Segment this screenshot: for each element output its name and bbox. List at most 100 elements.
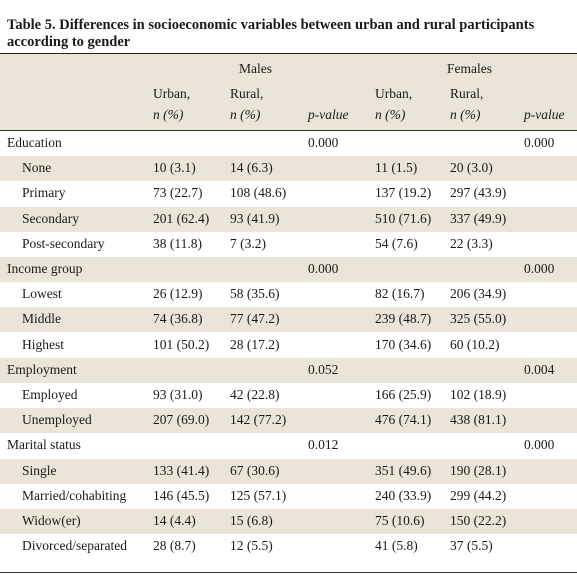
row-label: Married/cohabiting [22, 487, 127, 503]
header-male-pvalue: p-value [308, 107, 349, 122]
table-header: Males Females Urban, Rural, Urban, Rural… [0, 54, 577, 130]
cell-female-urban: 239 (48.7) [375, 311, 432, 327]
row-label: Divorced/separated [22, 538, 127, 554]
row-label: Single [22, 462, 57, 478]
row-shade [0, 509, 577, 534]
section-label: Income group [7, 261, 83, 276]
cell-female-urban: 41 (5.8) [375, 538, 418, 554]
row-label: Lowest [22, 286, 62, 302]
row-label: Widow(er) [22, 513, 81, 528]
cell-male-rural: 67 (30.6) [230, 462, 280, 478]
header-male-rural-unit: n (%) [230, 107, 261, 122]
header-male-urban-unit: n (%) [153, 107, 184, 122]
cell-male-rural: 28 (17.2) [230, 336, 280, 352]
section-label: Education [7, 135, 62, 150]
header-female-rural-unit: n (%) [450, 107, 481, 122]
cell-female-rural: 325 (55.0) [450, 311, 507, 327]
cell-female-rural: 206 (34.9) [450, 286, 507, 302]
row-label: Highest [22, 336, 64, 352]
row-shade [0, 458, 577, 484]
row-shade [0, 156, 577, 182]
row-label: Middle [22, 311, 61, 327]
cell-male-urban: 146 (45.5) [153, 487, 210, 503]
row-shade [0, 408, 577, 434]
header-divider [0, 130, 577, 131]
cell-female-urban: 166 (25.9) [375, 387, 432, 402]
male-pvalue: 0.052 [308, 361, 339, 377]
header-female-urban-unit: n (%) [375, 107, 406, 122]
cell-male-rural: 142 (77.2) [230, 412, 287, 428]
row-shade [0, 206, 577, 232]
cell-male-urban: 74 (36.8) [153, 311, 203, 327]
section-label: Marital status [7, 437, 81, 453]
female-pvalue: 0.000 [524, 437, 555, 453]
male-pvalue: 0.000 [308, 261, 339, 276]
cell-female-rural: 20 (3.0) [450, 160, 493, 176]
header-males: Males [239, 61, 272, 76]
row-shade [0, 257, 577, 282]
cell-male-urban: 133 (41.4) [153, 462, 210, 478]
cell-male-rural: 93 (41.9) [230, 210, 280, 226]
female-pvalue: 0.000 [524, 261, 555, 276]
header-female-rural: Rural, [450, 86, 484, 101]
header-male-rural: Rural, [230, 86, 264, 101]
cell-female-urban: 170 (34.6) [375, 336, 432, 352]
header-females: Females [447, 61, 492, 76]
cell-male-urban: 93 (31.0) [153, 387, 203, 402]
cell-male-urban: 10 (3.1) [153, 160, 196, 176]
male-pvalue: 0.000 [308, 135, 339, 150]
cell-male-rural: 108 (48.6) [230, 185, 287, 201]
cell-male-urban: 14 (4.4) [153, 513, 196, 528]
cell-female-urban: 476 (74.1) [375, 412, 432, 428]
row-label: Secondary [22, 210, 79, 226]
row-shade [0, 307, 577, 333]
cell-female-urban: 351 (49.6) [375, 462, 432, 478]
cell-female-urban: 11 (1.5) [375, 160, 418, 176]
cell-female-rural: 37 (5.5) [450, 538, 493, 554]
title-divider [0, 53, 577, 54]
cell-male-urban: 201 (62.4) [153, 210, 210, 226]
cell-female-rural: 299 (44.2) [450, 487, 507, 503]
row-shade [0, 357, 577, 383]
cell-female-urban: 137 (19.2) [375, 185, 432, 201]
cell-female-rural: 297 (43.9) [450, 185, 507, 201]
header-female-pvalue: p-value [524, 107, 565, 122]
cell-female-rural: 337 (49.9) [450, 210, 507, 226]
cell-male-rural: 42 (22.8) [230, 387, 280, 402]
cell-female-urban: 82 (16.7) [375, 286, 425, 302]
female-pvalue: 0.000 [524, 135, 555, 150]
cell-male-rural: 7 (3.2) [230, 235, 266, 251]
cell-female-rural: 190 (28.1) [450, 462, 507, 478]
cell-female-rural: 438 (81.1) [450, 412, 507, 428]
cell-female-rural: 150 (22.2) [450, 513, 507, 528]
row-label: None [22, 160, 52, 176]
cell-male-urban: 28 (8.7) [153, 538, 196, 554]
cell-male-rural: 14 (6.3) [230, 160, 273, 176]
cell-female-rural: 102 (18.9) [450, 387, 507, 402]
row-label: Primary [22, 185, 66, 201]
row-label: Unemployed [22, 412, 92, 428]
header-female-urban: Urban, [375, 86, 413, 101]
cell-female-rural: 22 (3.3) [450, 235, 493, 251]
cell-male-rural: 125 (57.1) [230, 487, 287, 503]
cell-male-urban: 73 (22.7) [153, 185, 203, 201]
cell-female-urban: 75 (10.6) [375, 513, 425, 528]
cell-female-urban: 510 (71.6) [375, 210, 432, 226]
cell-female-urban: 54 (7.6) [375, 235, 418, 251]
female-pvalue: 0.004 [524, 361, 555, 377]
cell-male-urban: 207 (69.0) [153, 412, 210, 428]
row-label: Employed [22, 387, 78, 402]
cell-male-rural: 15 (6.8) [230, 513, 273, 528]
table-title: Table 5. Differences in socioeconomic va… [7, 17, 535, 50]
cell-male-rural: 58 (35.6) [230, 286, 280, 302]
row-label: Post-secondary [22, 235, 105, 251]
cell-female-urban: 240 (33.9) [375, 487, 432, 503]
cell-male-urban: 38 (11.8) [153, 235, 202, 251]
section-label: Employment [7, 361, 77, 377]
cell-female-rural: 60 (10.2) [450, 336, 500, 352]
cell-male-urban: 101 (50.2) [153, 336, 210, 352]
table-bottom-rule [0, 572, 577, 573]
cell-male-rural: 12 (5.5) [230, 538, 273, 554]
cell-male-rural: 77 (47.2) [230, 311, 280, 327]
